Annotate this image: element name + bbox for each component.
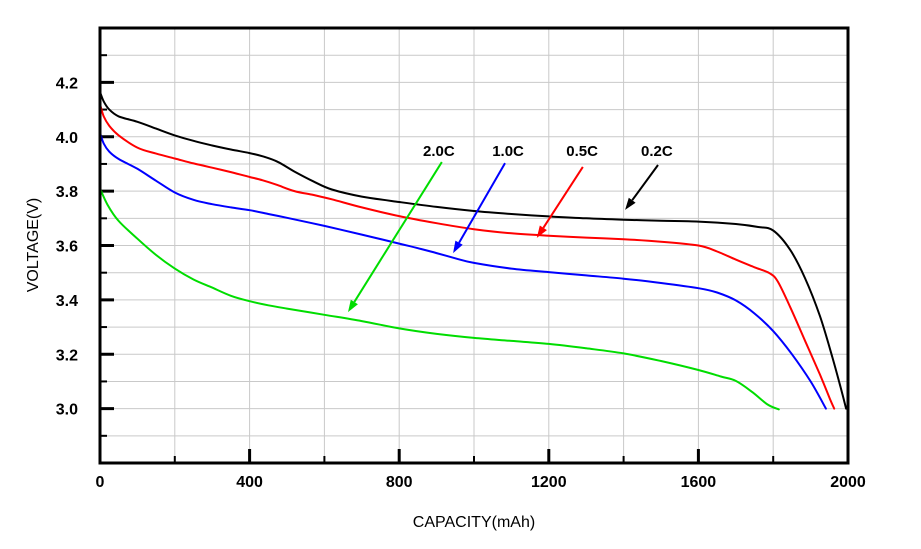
x-tick-label: 800 bbox=[386, 474, 413, 491]
gridlines bbox=[100, 28, 848, 463]
annotation-arrowhead-2.0C bbox=[348, 299, 358, 313]
y-tick-label: 3.6 bbox=[56, 239, 78, 256]
y-tick-label: 3.2 bbox=[56, 347, 78, 364]
annotation-label-1.0C: 1.0C bbox=[492, 143, 524, 160]
annotation-label-0.5C: 0.5C bbox=[566, 143, 598, 160]
y-tick-label: 4.0 bbox=[56, 130, 78, 147]
series-curve-1.0C bbox=[99, 131, 827, 410]
y-tick-label: 4.2 bbox=[56, 75, 78, 92]
annotation-arrow-0.5C bbox=[542, 166, 584, 229]
annotation-arrow-2.0C bbox=[353, 161, 443, 303]
annotation-arrowhead-0.2C bbox=[625, 197, 636, 210]
x-tick-label: 1200 bbox=[531, 474, 567, 491]
annotation-label-2.0C: 2.0C bbox=[423, 143, 455, 160]
frame-rect bbox=[98, 26, 850, 465]
series-curve-0.5C bbox=[99, 103, 836, 410]
x-axis-title: CAPACITY(mAh) bbox=[413, 514, 535, 531]
series-curves bbox=[99, 90, 848, 411]
x-tick-label: 400 bbox=[236, 474, 263, 491]
series-curve-0.2C bbox=[99, 90, 848, 410]
x-tick-label: 0 bbox=[96, 474, 105, 491]
x-tick-label: 2000 bbox=[830, 474, 866, 491]
y-tick-label: 3.8 bbox=[56, 184, 78, 201]
series-curve-2.0C bbox=[99, 187, 780, 411]
curve-annotations: 2.0C 1.0C 0.5C 0.2C bbox=[348, 143, 673, 313]
y-axis-title: VOLTAGE(V) bbox=[25, 198, 42, 293]
y-tick-label: 3.0 bbox=[56, 402, 78, 419]
tick-labels: 0 400 800 1200 1600 2000 3.0 3.2 3.4 3.6 3.8 4.0 4.2 bbox=[56, 75, 866, 491]
annotation-label-0.2C: 0.2C bbox=[641, 143, 673, 160]
plot-frame bbox=[98, 26, 850, 465]
annotation-arrowhead-0.5C bbox=[536, 225, 547, 238]
annotation-arrow-0.2C bbox=[631, 164, 659, 201]
annotation-arrow-1.0C bbox=[458, 162, 506, 244]
x-tick-label: 1600 bbox=[681, 474, 717, 491]
annotation-arrowhead-1.0C bbox=[453, 240, 463, 254]
y-tick-label: 3.4 bbox=[56, 293, 78, 310]
